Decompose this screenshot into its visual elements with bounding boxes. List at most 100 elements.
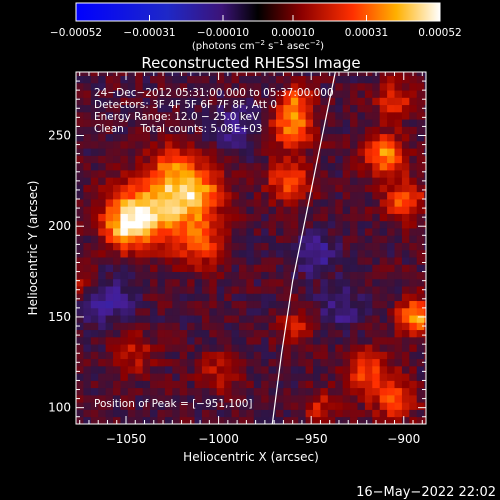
- heatmap-cell: [350, 387, 358, 396]
- heatmap-cell: [201, 155, 210, 164]
- heatmap-cell: [276, 293, 284, 302]
- heatmap-cell: [253, 148, 262, 156]
- heatmap-cell: [187, 220, 195, 229]
- heatmap-cell: [261, 162, 269, 171]
- heatmap-cell: [283, 206, 292, 214]
- heatmap-cell: [268, 228, 277, 236]
- heatmap-cell: [409, 228, 418, 236]
- heatmap-cell: [313, 286, 321, 294]
- heatmap-cell: [105, 416, 114, 424]
- heatmap-cell: [298, 271, 307, 280]
- heatmap-cell: [246, 300, 255, 309]
- heatmap-cell: [327, 97, 336, 106]
- heatmap-cell: [157, 90, 166, 98]
- heatmap-cell: [76, 300, 84, 309]
- heatmap-cell: [416, 373, 425, 381]
- heatmap-cell: [401, 329, 410, 338]
- heatmap-cell: [387, 133, 395, 142]
- heatmap-cell: [172, 220, 181, 229]
- heatmap-cell: [120, 169, 129, 178]
- heatmap-cell: [283, 133, 292, 142]
- heatmap-cell: [320, 271, 329, 280]
- heatmap-cell: [246, 358, 255, 367]
- heatmap-cell: [401, 119, 410, 127]
- heatmap-cell: [305, 365, 314, 374]
- heatmap-cell: [113, 271, 121, 280]
- heatmap-cell: [327, 140, 336, 149]
- heatmap-cell: [98, 199, 107, 207]
- heatmap-cell: [290, 97, 299, 106]
- heatmap-cell: [290, 387, 299, 396]
- heatmap-cell: [127, 191, 136, 200]
- heatmap-cell: [364, 155, 373, 164]
- heatmap-cell: [179, 293, 188, 302]
- heatmap-cell: [276, 380, 284, 389]
- heatmap-cell: [187, 344, 195, 352]
- heatmap-cell: [327, 177, 336, 185]
- heatmap-cell: [201, 380, 210, 389]
- heatmap-cell: [135, 97, 144, 106]
- heatmap-cell: [320, 257, 329, 265]
- heatmap-cell: [127, 344, 136, 352]
- heatmap-cell: [409, 264, 418, 272]
- heatmap-cell: [357, 213, 366, 222]
- heatmap-cell: [142, 184, 151, 193]
- heatmap-cell: [276, 228, 284, 236]
- heatmap-cell: [261, 394, 269, 403]
- heatmap-cell: [187, 242, 195, 251]
- heatmap-cell: [179, 380, 188, 389]
- heatmap-cell: [350, 228, 358, 236]
- heatmap-cell: [401, 409, 410, 418]
- heatmap-cell: [90, 213, 99, 222]
- heatmap-cell: [179, 220, 188, 229]
- heatmap-cell: [231, 184, 240, 193]
- heatmap-cell: [409, 409, 418, 418]
- heatmap-cell: [90, 220, 99, 229]
- heatmap-cell: [83, 220, 92, 229]
- heatmap-cell: [305, 264, 314, 272]
- heatmap-cell: [179, 358, 188, 367]
- heatmap-cell: [290, 307, 299, 316]
- heatmap-cell: [276, 402, 284, 410]
- heatmap-cell: [164, 228, 173, 236]
- heatmap-cell: [238, 206, 247, 214]
- heatmap-cell: [394, 344, 403, 352]
- heatmap-cell: [150, 133, 158, 142]
- heatmap-cell: [142, 162, 151, 171]
- heatmap-cell: [401, 90, 410, 98]
- heatmap-cell: [194, 162, 203, 171]
- heatmap-cell: [209, 242, 218, 251]
- heatmap-cell: [98, 162, 107, 171]
- heatmap-cell: [135, 249, 144, 258]
- colorbar-tick-label: −0.00010: [197, 27, 249, 39]
- heatmap-cell: [216, 380, 225, 389]
- heatmap-cell: [164, 111, 173, 120]
- heatmap-cell: [387, 169, 395, 178]
- heatmap-cell: [313, 235, 321, 243]
- heatmap-cell: [127, 90, 136, 98]
- heatmap-cell: [335, 307, 344, 316]
- heatmap-cell: [209, 286, 218, 294]
- heatmap-cell: [194, 373, 203, 381]
- heatmap-cell: [157, 191, 166, 200]
- heatmap-cell: [409, 271, 418, 280]
- heatmap-cell: [105, 119, 114, 127]
- heatmap-cell: [164, 416, 173, 424]
- heatmap-cell: [246, 90, 255, 98]
- heatmap-cell: [238, 235, 247, 243]
- heatmap-cell: [357, 271, 366, 280]
- heatmap-cell: [113, 249, 121, 258]
- heatmap-cell: [276, 140, 284, 149]
- heatmap-cell: [209, 329, 218, 338]
- heatmap-cell: [409, 329, 418, 338]
- heatmap-cell: [209, 387, 218, 396]
- heatmap-cell: [283, 344, 292, 352]
- heatmap-cell: [313, 344, 321, 352]
- heatmap-cell: [394, 315, 403, 323]
- heatmap-cell: [342, 199, 351, 207]
- heatmap-cell: [357, 394, 366, 403]
- heatmap-cell: [187, 307, 195, 316]
- heatmap-cell: [113, 148, 121, 156]
- heatmap-cell: [342, 97, 351, 106]
- heatmap-cell: [394, 358, 403, 367]
